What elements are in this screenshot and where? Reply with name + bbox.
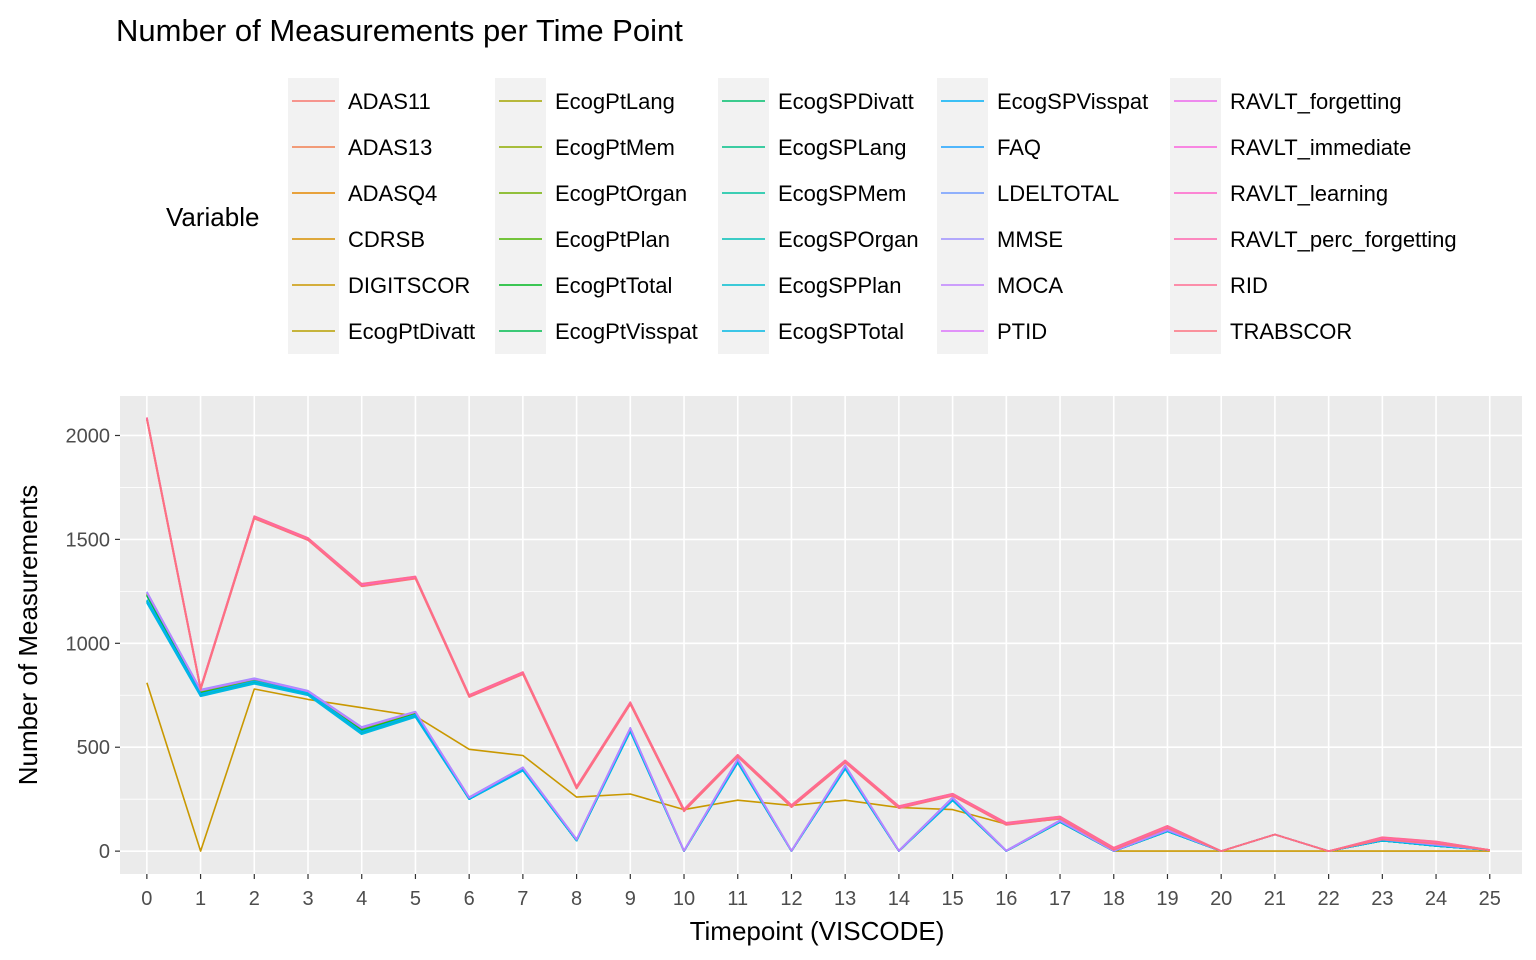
legend-label-MOCA: MOCA	[997, 273, 1063, 298]
x-tick-label: 20	[1210, 888, 1232, 910]
legend-label-EcogSPDivatt: EcogSPDivatt	[778, 89, 914, 114]
legend-label-LDELTOTAL: LDELTOTAL	[997, 181, 1119, 206]
legend-label-EcogPtMem: EcogPtMem	[555, 135, 675, 160]
legend-key-background	[718, 78, 769, 354]
legend-label-EcogPtOrgan: EcogPtOrgan	[555, 181, 687, 206]
legend-label-EcogPtVisspat: EcogPtVisspat	[555, 319, 698, 344]
x-tick-label: 19	[1156, 888, 1178, 910]
chart-title: Number of Measurements per Time Point	[116, 13, 683, 48]
x-tick-label: 22	[1317, 888, 1339, 910]
legend-key-background	[937, 78, 988, 354]
series-line-TRABSCOR	[146, 419, 1490, 852]
legend-label-RAVLT_forgetting: RAVLT_forgetting	[1230, 89, 1402, 114]
legend-label-PTID: PTID	[997, 319, 1047, 344]
y-tick-label: 0	[99, 841, 110, 863]
legend-label-ADAS11: ADAS11	[348, 89, 431, 114]
legend-key-background	[495, 78, 546, 354]
legend-label-ADAS13: ADAS13	[348, 135, 432, 160]
x-tick-label: 2	[249, 888, 260, 910]
legend-key-background	[288, 78, 339, 354]
legend-label-EcogSPMem: EcogSPMem	[778, 181, 906, 206]
x-tick-label: 24	[1425, 888, 1447, 910]
x-tick-label: 16	[995, 888, 1017, 910]
series-line-DIGITSCOR	[146, 682, 1490, 852]
x-tick-label: 21	[1264, 888, 1286, 910]
x-tick-label: 5	[410, 888, 421, 910]
x-tick-label: 8	[571, 888, 582, 910]
legend-label-EcogPtDivatt: EcogPtDivatt	[348, 319, 475, 344]
x-tick-label: 4	[356, 888, 367, 910]
grid-lines	[120, 396, 1522, 874]
legend-label-RAVLT_learning: RAVLT_learning	[1230, 181, 1388, 206]
x-tick-label: 7	[517, 888, 528, 910]
y-tick-label: 1000	[66, 633, 111, 655]
legend-label-EcogSPOrgan: EcogSPOrgan	[778, 227, 919, 252]
legend-label-MMSE: MMSE	[997, 227, 1063, 252]
x-tick-label: 23	[1371, 888, 1393, 910]
x-tick-label: 25	[1479, 888, 1501, 910]
legend: Variable ADAS11 ADAS13 ADASQ4 CDRSB DIGITSCO…	[166, 78, 1457, 354]
legend-label-EcogSPLang: EcogSPLang	[778, 135, 906, 160]
legend-label-CDRSB: CDRSB	[348, 227, 425, 252]
plot-panel	[120, 396, 1522, 874]
y-tick-label: 1500	[66, 529, 111, 551]
series-lines	[146, 417, 1490, 852]
legend-label-FAQ: FAQ	[997, 135, 1041, 160]
legend-label-EcogPtPlan: EcogPtPlan	[555, 227, 670, 252]
legend-label-ADASQ4: ADASQ4	[348, 181, 437, 206]
legend-label-EcogPtLang: EcogPtLang	[555, 89, 675, 114]
legend-label-EcogSPTotal: EcogSPTotal	[778, 319, 904, 344]
x-tick-label: 17	[1049, 888, 1071, 910]
x-tick-label: 11	[727, 888, 748, 910]
x-axis-title: Timepoint (VISCODE)	[690, 916, 945, 946]
y-tick-label: 500	[77, 737, 110, 759]
y-axis-title: Number of Measurements	[13, 485, 43, 786]
x-tick-label: 6	[464, 888, 475, 910]
legend-label-RID: RID	[1230, 273, 1268, 298]
x-tick-label: 3	[302, 888, 313, 910]
x-tick-label: 10	[673, 888, 695, 910]
legend-label-EcogSPVisspat: EcogSPVisspat	[997, 89, 1148, 114]
x-tick-label: 18	[1103, 888, 1125, 910]
x-tick-label: 9	[625, 888, 636, 910]
y-axis: 0 500 1000 1500 2000	[66, 425, 120, 863]
panel-background	[120, 396, 1522, 874]
legend-label-EcogSPPlan: EcogSPPlan	[778, 273, 902, 298]
x-tick-label: 1	[195, 888, 206, 910]
legend-key-background	[1170, 78, 1221, 354]
y-tick-label: 2000	[66, 425, 111, 447]
x-tick-label: 0	[141, 888, 152, 910]
x-tick-label: 14	[888, 888, 910, 910]
legend-label-DIGITSCOR: DIGITSCOR	[348, 273, 470, 298]
legend-label-EcogPtTotal: EcogPtTotal	[555, 273, 672, 298]
legend-label-RAVLT_immediate: RAVLT_immediate	[1230, 135, 1411, 160]
x-tick-label: 12	[780, 888, 802, 910]
x-tick-label: 15	[941, 888, 963, 910]
legend-label-RAVLT_perc_forgetting: RAVLT_perc_forgetting	[1230, 227, 1457, 252]
legend-label-TRABSCOR: TRABSCOR	[1230, 319, 1352, 344]
legend-title: Variable	[166, 202, 259, 232]
x-axis: 0 1 2 3 4 5 6 7 8 9 10 11 12 13 14 15 16 17 18 19 20 21 22 23 24…	[141, 874, 1501, 910]
x-tick-label: 13	[834, 888, 856, 910]
